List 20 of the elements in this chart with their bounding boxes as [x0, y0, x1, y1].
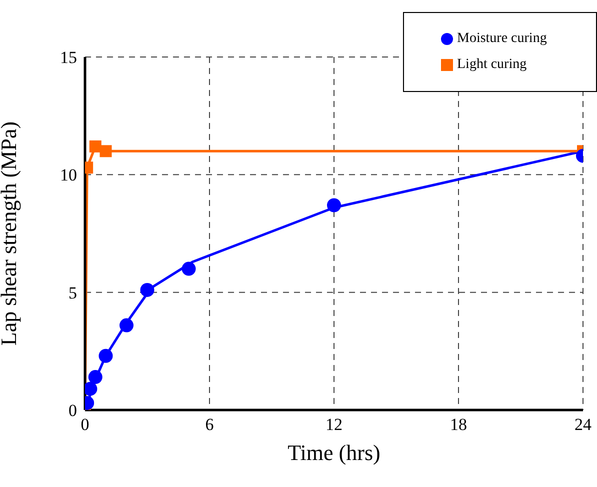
y-tick-label: 15 — [60, 48, 77, 68]
x-tick-label: 0 — [80, 415, 90, 434]
point — [120, 318, 134, 332]
x-tick-label: 24 — [574, 415, 592, 434]
point — [98, 348, 113, 363]
point — [140, 282, 154, 297]
y-tick-label: 5 — [68, 283, 77, 302]
point — [88, 370, 102, 384]
y-tick-label: 10 — [60, 166, 77, 185]
x-tick-label: 12 — [326, 415, 342, 434]
x-tick-label: 18 — [450, 415, 467, 434]
y-axis-title: Lap shear strength (MPa) — [0, 121, 21, 346]
point — [182, 262, 196, 276]
y-tick-label: 0 — [68, 401, 77, 420]
x-tick-label: 6 — [205, 415, 214, 434]
point — [327, 198, 341, 212]
point — [85, 382, 98, 396]
legend-label: Light curing — [457, 57, 527, 73]
legend-label: Moisture curing — [457, 31, 547, 47]
x-axis-title: Time (hrs) — [288, 440, 380, 465]
